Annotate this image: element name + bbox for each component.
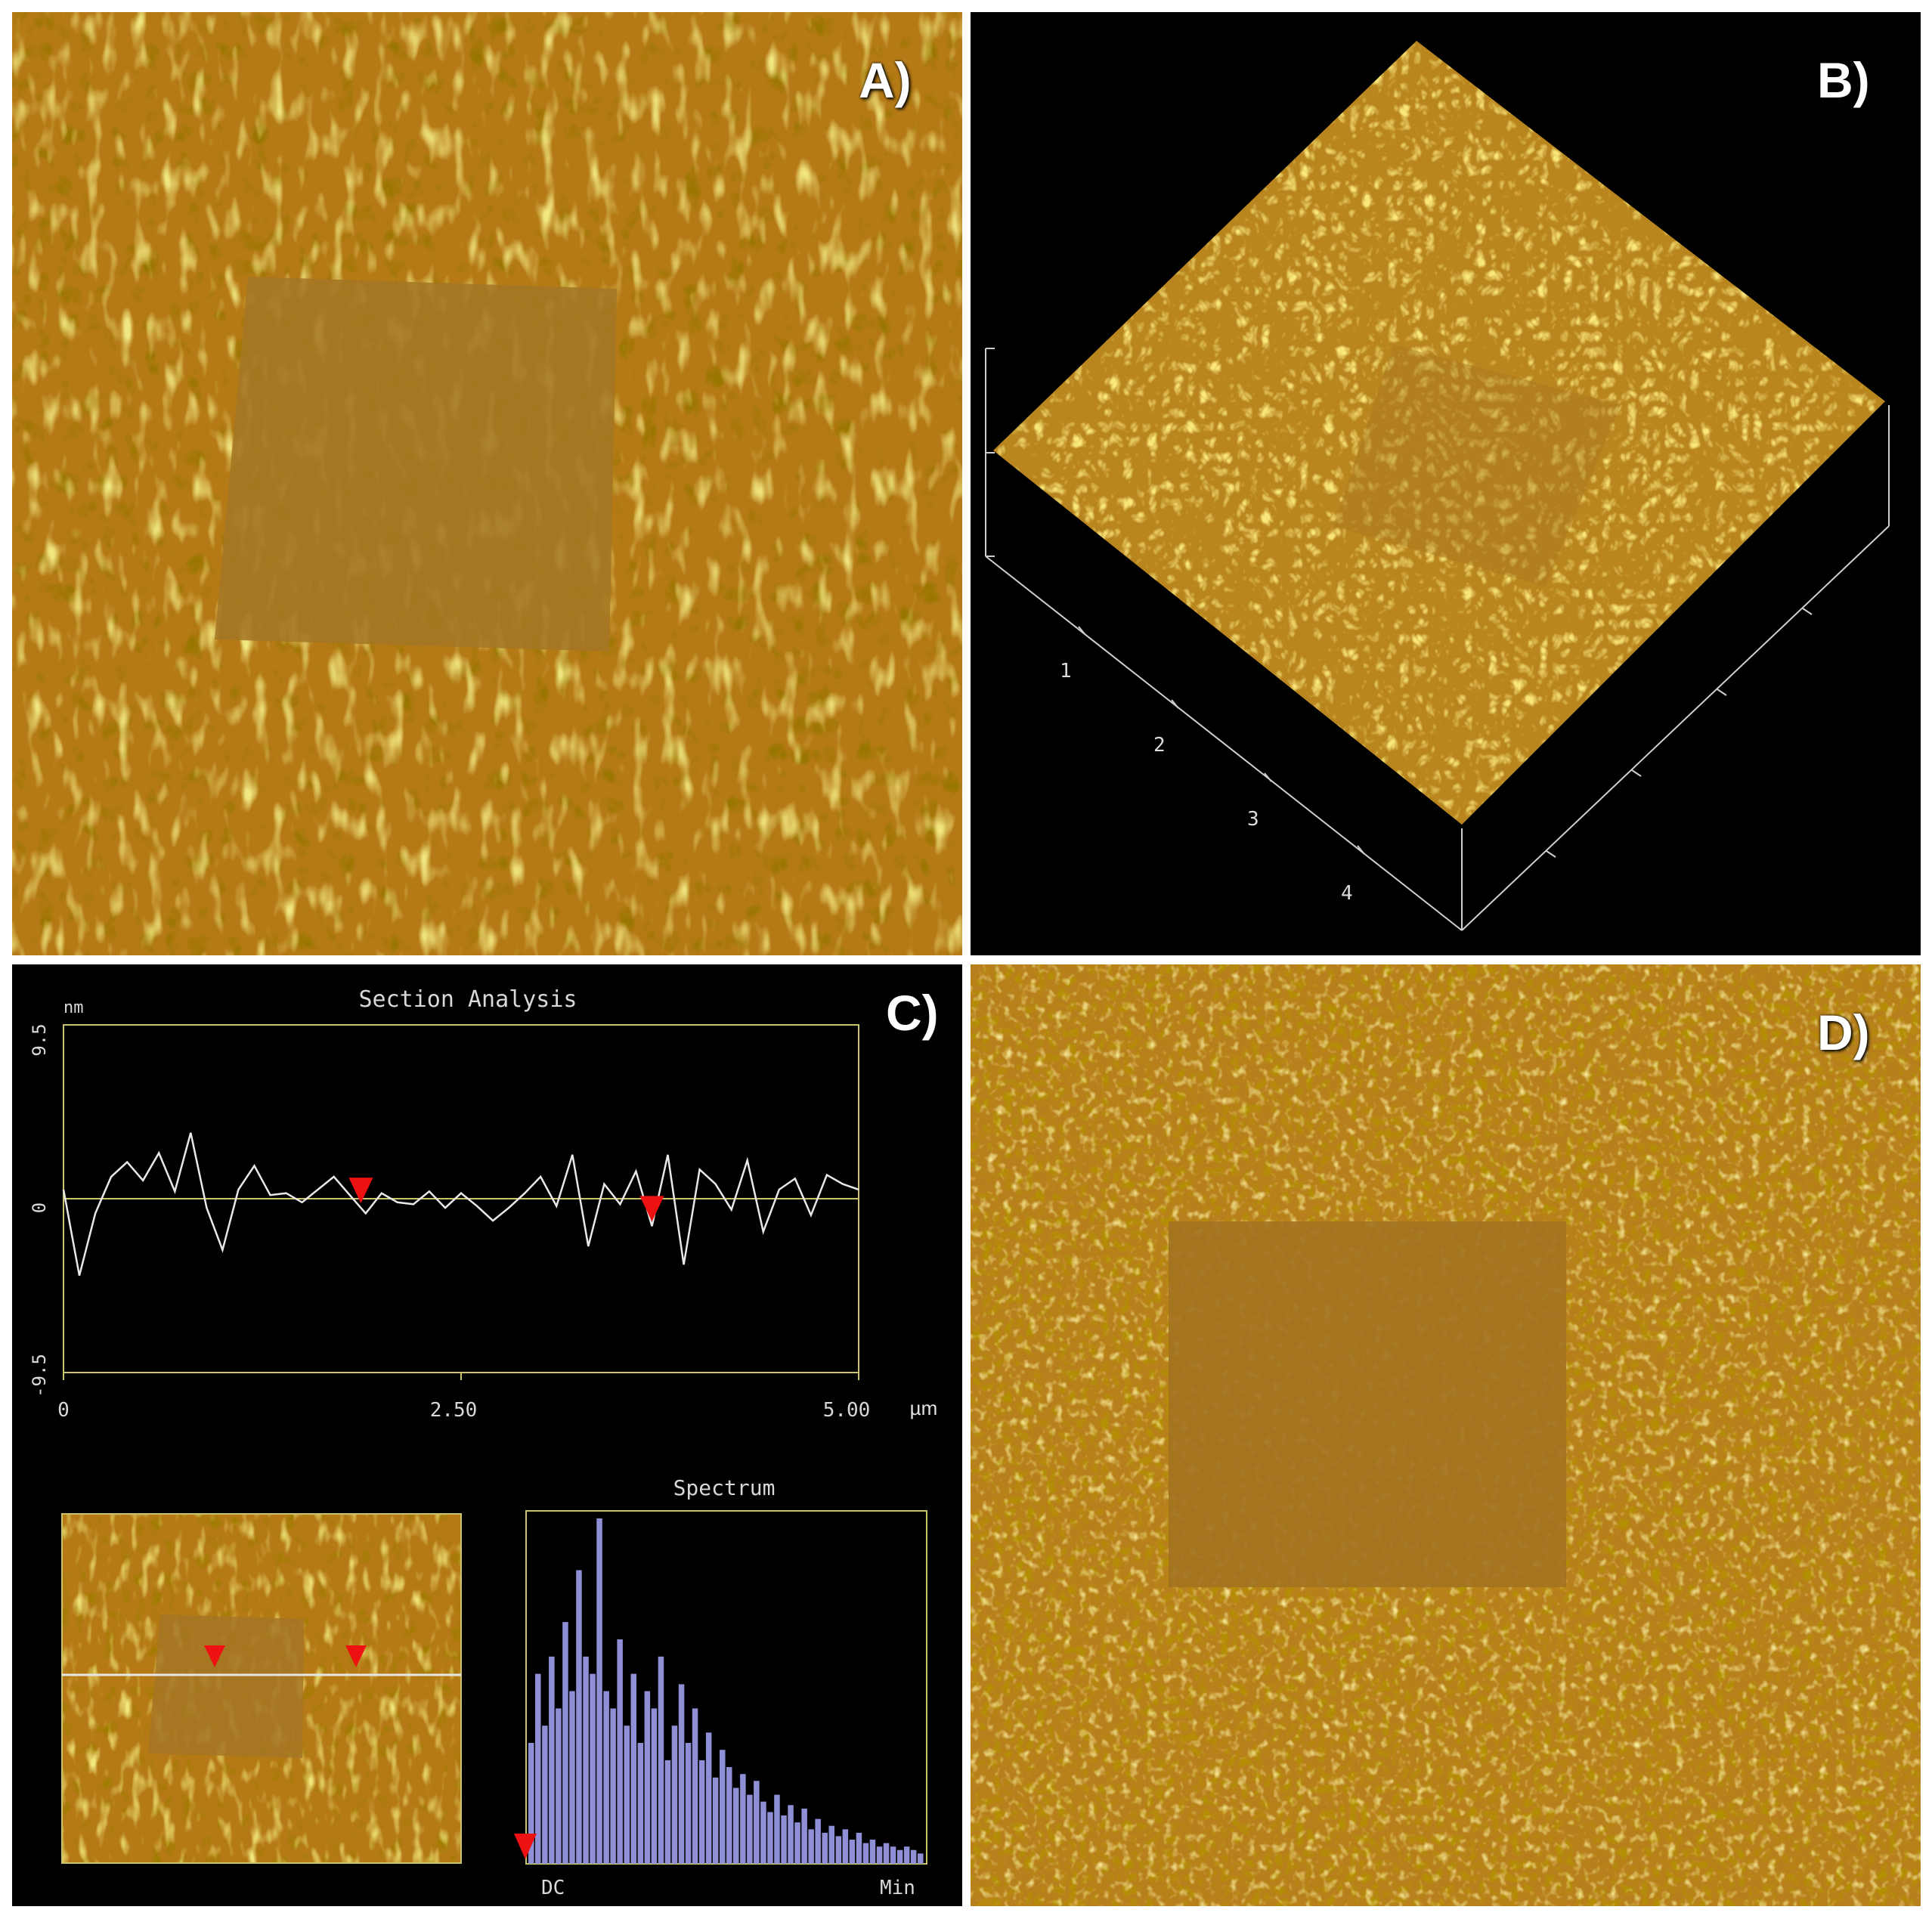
spectrum-bar bbox=[726, 1767, 732, 1864]
spectrum-bar bbox=[651, 1708, 658, 1865]
spectrum-bar bbox=[583, 1656, 589, 1864]
spectrum-bar bbox=[754, 1781, 760, 1864]
spectrum-bar bbox=[828, 1825, 834, 1864]
spectrum-bar bbox=[644, 1691, 651, 1864]
spectrum-bar bbox=[733, 1787, 739, 1864]
spectrum-bar bbox=[603, 1691, 609, 1864]
panel-a-afm-image bbox=[12, 12, 962, 955]
panel-b-tick-1: 1 bbox=[1060, 660, 1072, 682]
y-unit-label: nm bbox=[63, 998, 84, 1017]
spectrum-bar bbox=[542, 1726, 548, 1864]
spectrum-bar bbox=[617, 1639, 623, 1865]
spectrum-bar bbox=[705, 1732, 712, 1864]
spectrum-bar bbox=[849, 1840, 856, 1864]
spectrum-bar bbox=[747, 1794, 753, 1864]
section-profile-line bbox=[62, 1132, 859, 1277]
spectrum-dc-label: DC bbox=[541, 1877, 565, 1899]
spectrum-bar bbox=[664, 1760, 671, 1864]
panel-a-label: A) bbox=[859, 52, 912, 108]
panel-d-scan-square bbox=[1169, 1221, 1566, 1587]
panel-b-front-axis bbox=[985, 556, 1463, 931]
panel-b-tick-4: 4 bbox=[1341, 882, 1353, 905]
spectrum-bar bbox=[610, 1708, 616, 1865]
spectrum-bar bbox=[698, 1760, 705, 1864]
panel-d-label: D) bbox=[1817, 1004, 1870, 1060]
x-tick-start: 0 bbox=[57, 1399, 70, 1422]
panel-a-scan-square bbox=[215, 277, 617, 652]
spectrum-bar bbox=[658, 1656, 664, 1864]
spectrum-bar bbox=[794, 1822, 800, 1864]
x-tick-end: 5.00 bbox=[823, 1399, 871, 1422]
spectrum-bar bbox=[528, 1743, 534, 1864]
panel-c: Section Analysis nm 9.5 0 -9.5 0 2.50 5.… bbox=[12, 964, 962, 1906]
spectrum-bar bbox=[822, 1832, 828, 1864]
section-title: Section Analysis bbox=[359, 986, 577, 1013]
spectrum-bar bbox=[862, 1843, 869, 1864]
spectrum-bar bbox=[685, 1743, 692, 1864]
x-unit-label: µm bbox=[910, 1397, 938, 1419]
section-marker-1 bbox=[348, 1178, 373, 1204]
section-thumbnail bbox=[61, 1513, 462, 1864]
thumb-marker-left bbox=[204, 1645, 225, 1667]
x-tick-mid: 2.50 bbox=[430, 1399, 478, 1422]
spectrum-bar bbox=[720, 1750, 726, 1864]
panel-b-tick-2: 2 bbox=[1153, 734, 1166, 757]
spectrum-bar bbox=[678, 1684, 685, 1864]
spectrum-bar bbox=[630, 1673, 636, 1864]
section-marker-2 bbox=[639, 1196, 664, 1222]
spectrum-bar bbox=[549, 1656, 555, 1864]
panel-d: D) bbox=[971, 964, 1921, 1906]
spectrum-bar bbox=[801, 1808, 807, 1864]
spectrum-bar bbox=[624, 1726, 630, 1864]
spectrum-bar bbox=[767, 1812, 773, 1864]
spectrum-bar bbox=[918, 1853, 924, 1864]
spectrum-bar bbox=[835, 1836, 842, 1864]
spectrum-bar bbox=[890, 1846, 896, 1865]
panel-c-label: C) bbox=[886, 985, 939, 1041]
spectrum-bar bbox=[896, 1849, 903, 1864]
thumb-marker-right bbox=[345, 1645, 367, 1667]
spectrum-bar bbox=[788, 1805, 794, 1864]
spectrum-bar bbox=[671, 1726, 678, 1864]
spectrum-bar bbox=[903, 1846, 910, 1865]
spectrum-bar bbox=[856, 1832, 862, 1864]
spectrum-min-label: Min bbox=[880, 1877, 915, 1899]
spectrum-bar bbox=[808, 1829, 814, 1864]
spectrum-bar bbox=[910, 1849, 917, 1864]
panel-c-section-analysis: Section Analysis nm 9.5 0 -9.5 0 2.50 5.… bbox=[29, 986, 938, 1899]
panel-b-right-axis bbox=[1461, 525, 1890, 931]
spectrum-bar bbox=[637, 1743, 644, 1864]
spectrum-bar bbox=[535, 1673, 541, 1864]
spectrum-bar bbox=[774, 1794, 780, 1864]
spectrum-bar bbox=[740, 1774, 746, 1864]
spectrum-bar bbox=[781, 1815, 787, 1864]
spectrum-bar bbox=[883, 1843, 890, 1864]
spectrum-bar bbox=[869, 1840, 876, 1864]
y-tick-bottom: -9.5 bbox=[29, 1354, 50, 1397]
y-tick-top: 9.5 bbox=[29, 1023, 50, 1056]
panel-b: 1 2 3 4 B) bbox=[971, 12, 1921, 955]
panel-b-label: B) bbox=[1817, 52, 1870, 108]
spectrum-bar bbox=[692, 1708, 698, 1865]
spectrum-bar bbox=[842, 1829, 849, 1864]
panel-a: A) bbox=[12, 12, 962, 955]
panel-b-tick-3: 3 bbox=[1247, 808, 1259, 831]
spectrum-bar bbox=[576, 1570, 582, 1864]
spectrum-bar bbox=[876, 1846, 883, 1865]
spectrum-bar bbox=[760, 1801, 766, 1864]
y-tick-zero: 0 bbox=[29, 1202, 50, 1213]
spectrum-bar bbox=[596, 1518, 602, 1864]
spectrum-dc-marker bbox=[514, 1834, 537, 1859]
panel-b-3d-view: 1 2 3 4 bbox=[985, 41, 1890, 931]
spectrum-bar bbox=[556, 1708, 562, 1865]
panel-d-afm-image bbox=[971, 964, 1921, 1906]
spectrum-bar bbox=[569, 1691, 575, 1864]
spectrum-bar bbox=[562, 1622, 568, 1864]
spectrum-bar bbox=[815, 1818, 821, 1864]
spectrum-bar bbox=[712, 1777, 719, 1865]
spectrum-title: Spectrum bbox=[673, 1475, 776, 1500]
spectrum-bar bbox=[590, 1673, 596, 1864]
